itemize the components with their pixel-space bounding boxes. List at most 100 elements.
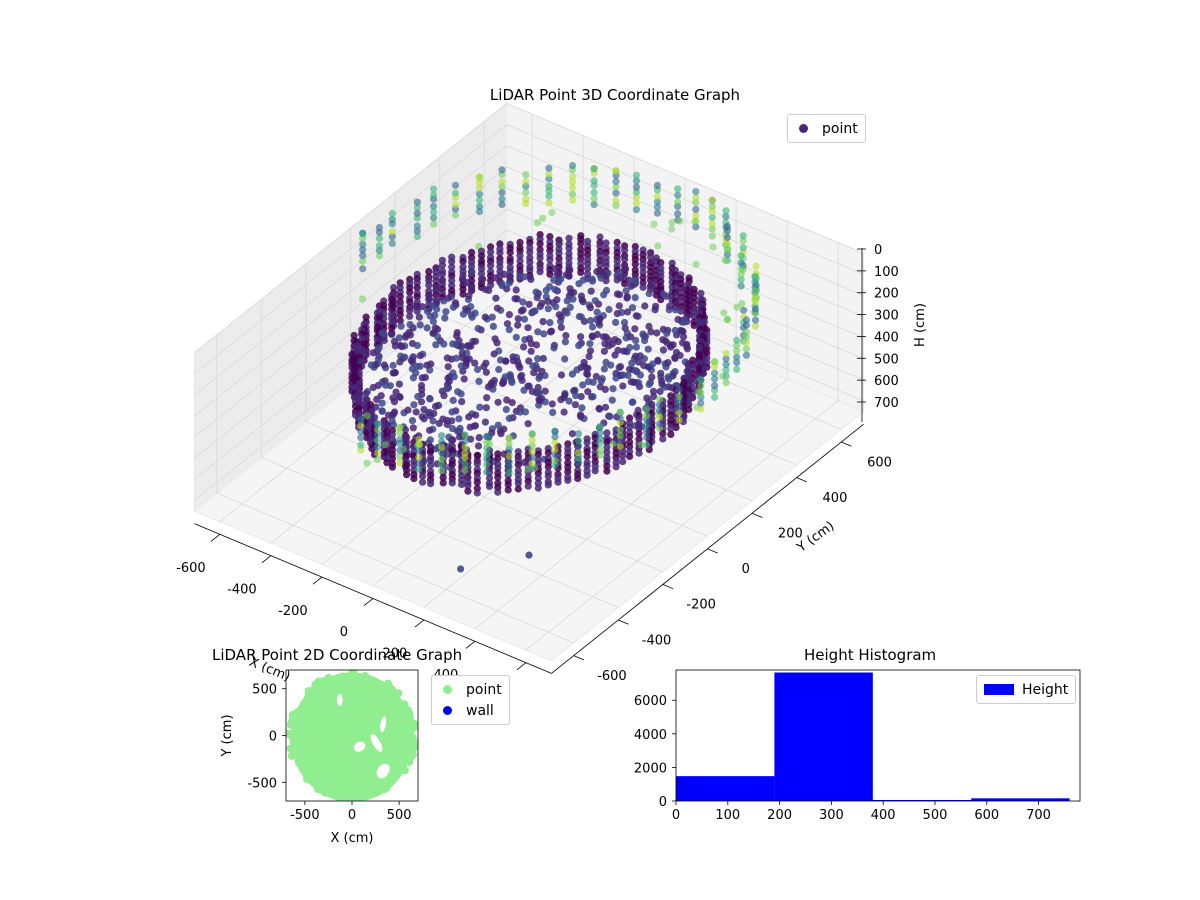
legend-label-wall-2d: wall bbox=[466, 702, 494, 719]
point-3d bbox=[590, 201, 598, 209]
point-3d bbox=[697, 289, 705, 297]
point-3d bbox=[635, 424, 643, 433]
point-3d bbox=[742, 333, 751, 341]
point-3d bbox=[620, 318, 629, 327]
point-3d bbox=[438, 467, 446, 475]
point-3d bbox=[612, 318, 620, 326]
point-3d bbox=[583, 370, 591, 378]
point-3d bbox=[583, 462, 591, 470]
point-3d bbox=[429, 417, 437, 425]
point-3d bbox=[508, 399, 516, 407]
point-3d bbox=[636, 371, 645, 379]
point-3d bbox=[375, 344, 383, 352]
point-3d bbox=[697, 399, 705, 407]
point-3d bbox=[498, 195, 506, 203]
point-3d bbox=[541, 372, 549, 380]
point-3d bbox=[542, 286, 550, 294]
point-3d bbox=[485, 474, 494, 482]
point-3d bbox=[443, 385, 451, 393]
point-3d bbox=[528, 442, 536, 450]
point-3d bbox=[684, 362, 692, 370]
point-3d bbox=[637, 441, 645, 449]
point-3d bbox=[413, 341, 421, 350]
point-3d bbox=[643, 411, 651, 419]
point-3d bbox=[612, 167, 620, 175]
point-3d bbox=[390, 337, 399, 345]
point-3d bbox=[568, 190, 577, 198]
point-3d bbox=[630, 378, 638, 386]
point-3d bbox=[659, 346, 668, 354]
point-3d bbox=[619, 371, 627, 379]
point-3d bbox=[371, 413, 379, 421]
legend-item-point-2d: point bbox=[439, 679, 502, 700]
point-3d bbox=[632, 206, 641, 214]
point-3d bbox=[464, 487, 472, 495]
point-3d bbox=[664, 359, 672, 367]
point-3d bbox=[522, 195, 530, 203]
point-3d bbox=[733, 336, 741, 344]
point-3d bbox=[541, 387, 549, 395]
point-3d bbox=[413, 227, 421, 235]
point-3d bbox=[430, 214, 438, 222]
x-tick-label-3d: 200 bbox=[382, 647, 407, 662]
y-tick-label-3d: 0 bbox=[742, 562, 750, 577]
point-3d bbox=[420, 415, 428, 423]
y-tick-label-3d: 400 bbox=[823, 491, 848, 506]
point-3d bbox=[406, 307, 414, 315]
point-3d bbox=[396, 459, 404, 467]
point-3d bbox=[722, 366, 730, 374]
point-3d bbox=[685, 368, 693, 376]
point-3d bbox=[632, 312, 640, 320]
point-3d bbox=[528, 430, 536, 438]
point-3d bbox=[516, 408, 524, 416]
point-3d bbox=[613, 238, 621, 246]
point-3d bbox=[631, 325, 639, 333]
point-3d bbox=[409, 424, 417, 432]
point-3d bbox=[536, 254, 544, 262]
point-3d bbox=[643, 433, 651, 441]
point-3d bbox=[494, 488, 502, 496]
point-3d bbox=[721, 256, 729, 264]
point-3d bbox=[733, 358, 741, 367]
point-3d bbox=[574, 474, 582, 482]
point-3d bbox=[448, 282, 456, 290]
point-3d bbox=[711, 382, 719, 390]
point-3d bbox=[565, 254, 573, 262]
point-3d bbox=[733, 303, 741, 311]
point-3d bbox=[505, 326, 513, 334]
point-3d bbox=[383, 459, 391, 467]
x-tick-label-3d: -600 bbox=[176, 561, 206, 576]
point-3d bbox=[483, 468, 491, 476]
point-3d bbox=[448, 460, 456, 468]
point-3d bbox=[623, 293, 631, 301]
point-3d bbox=[671, 306, 680, 314]
y-tick-label-3d: -400 bbox=[642, 633, 672, 648]
point-3d bbox=[626, 432, 634, 441]
grid-z bbox=[194, 124, 864, 375]
point-3d bbox=[657, 277, 665, 285]
point-3d bbox=[632, 336, 640, 344]
point-3d bbox=[588, 333, 597, 341]
point-3d bbox=[591, 297, 599, 305]
point-3d bbox=[534, 383, 542, 392]
point-3d bbox=[697, 382, 705, 390]
point-3d bbox=[588, 323, 597, 331]
point-3d bbox=[396, 393, 404, 401]
point-3d bbox=[632, 199, 641, 207]
point-3d bbox=[533, 219, 542, 227]
point-3d bbox=[536, 302, 544, 311]
chart-3d-title: LiDAR Point 3D Coordinate Graph bbox=[489, 86, 741, 104]
point-3d bbox=[427, 480, 435, 488]
point-3d bbox=[544, 472, 552, 480]
point-3d bbox=[546, 270, 554, 278]
point-3d bbox=[733, 347, 741, 355]
point-3d bbox=[357, 427, 365, 436]
point-3d bbox=[505, 440, 513, 448]
point-3d bbox=[355, 380, 363, 388]
point-3d bbox=[458, 398, 466, 406]
point-3d bbox=[586, 347, 595, 355]
point-3d bbox=[423, 361, 431, 369]
grid-z bbox=[194, 103, 864, 354]
point-3d bbox=[596, 242, 604, 250]
point-3d bbox=[461, 449, 469, 457]
